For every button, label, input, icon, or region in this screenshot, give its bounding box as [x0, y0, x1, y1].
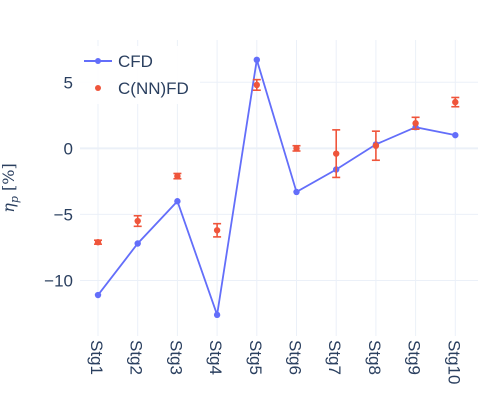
x-tick-labels: Stg1 Stg2 Stg3 Stg4 Stg5 Stg6 Stg7 Stg8 Stg9 Stg1… [87, 340, 463, 384]
x-tick-label: Stg6 [286, 340, 305, 375]
y-tick-label: −5 [54, 205, 73, 224]
legend-item-cfd[interactable]: CFD [84, 52, 153, 71]
legend-cfd-marker [95, 58, 101, 64]
y-tick-label: 0 [64, 139, 73, 158]
y-axis-title-symbol: η [0, 203, 18, 213]
series-cfd-point[interactable] [253, 56, 260, 64]
series-cnnfd-point[interactable] [333, 150, 340, 157]
series-cnnfd-point[interactable] [134, 217, 141, 225]
series-cfd-point[interactable] [452, 131, 459, 139]
y-axis-title-unit: [%] [0, 163, 18, 196]
x-tick-label: Stg4 [206, 340, 225, 375]
y-axis-title-subscript: p [8, 196, 21, 203]
legend-cnnfd-label: C(NN)FD [118, 79, 189, 98]
legend-background [80, 46, 200, 104]
series-cnnfd-point[interactable] [452, 98, 459, 106]
legend-cfd-label: CFD [118, 52, 153, 71]
plot-series [94, 56, 460, 319]
series-cnnfd-point[interactable] [213, 227, 221, 234]
series-cnnfd-point[interactable] [253, 81, 260, 89]
series-cnnfd-point[interactable] [372, 142, 380, 149]
series-cnnfd-point[interactable] [412, 120, 419, 127]
series-cnnfd-point[interactable] [174, 172, 181, 180]
series-cfd-point[interactable] [134, 240, 141, 247]
series-cnnfd-point[interactable] [94, 238, 102, 246]
x-tick-label: Stg2 [127, 340, 146, 375]
series-cfd-point[interactable] [94, 291, 102, 299]
x-tick-label: Stg10 [444, 340, 463, 384]
series-cnnfd-point[interactable] [293, 145, 300, 152]
series-cfd-line [97, 59, 456, 316]
series-cfd-point[interactable] [174, 198, 181, 205]
legend-item-cnnfd[interactable]: C(NN)FD [95, 79, 189, 98]
legend-cnnfd-marker [95, 85, 101, 91]
y-tick-label: 5 [64, 73, 73, 92]
x-tick-label: Stg1 [87, 340, 106, 375]
x-tick-label: Stg5 [246, 340, 265, 375]
series-cfd-point[interactable] [293, 188, 300, 196]
y-tick-label: −10 [44, 272, 73, 291]
x-tick-label: Stg7 [325, 340, 344, 375]
legend[interactable]: CFD C(NN)FD [80, 46, 200, 104]
x-tick-label: Stg9 [405, 340, 424, 375]
x-tick-label: Stg8 [365, 340, 384, 375]
y-tick-labels: −10 −5 0 5 [44, 73, 73, 290]
x-tick-label: Stg3 [166, 340, 185, 375]
y-axis-title: ηp [%] [0, 163, 21, 212]
series-cfd-point[interactable] [213, 311, 221, 319]
